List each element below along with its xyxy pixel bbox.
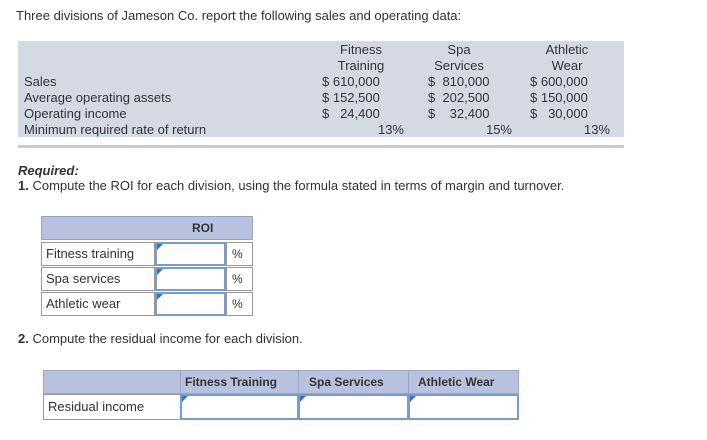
roi-label-fitness: Fitness training <box>41 242 155 266</box>
cell-rate-spa: 15% <box>485 122 512 137</box>
roi-header-label: ROI <box>192 221 214 235</box>
cell-rate-fitness: 13% <box>377 122 404 137</box>
residual-header-fitness: Fitness Training <box>180 370 299 394</box>
header-line: Wear <box>551 58 583 73</box>
cell-sales-spa: $ 810,000 <box>428 74 490 89</box>
roi-header: ROI <box>41 216 253 240</box>
roi-label-athletic: Athletic wear <box>41 292 155 316</box>
header-line: Fitness <box>340 42 382 57</box>
sales-data-table: Fitness Training Spa Services Athletic W… <box>18 41 624 148</box>
column-header-athletic: Athletic Wear <box>522 42 612 74</box>
roi-input-athletic[interactable] <box>155 292 226 316</box>
header-line: Services <box>434 58 484 73</box>
residual-header-spa-label: Spa Services <box>309 375 384 389</box>
table-row: Athletic wear % <box>41 292 253 316</box>
cell-assets-spa: $ 202,500 <box>428 90 490 105</box>
residual-input-spa[interactable] <box>298 394 409 420</box>
residual-header-blank <box>43 370 181 394</box>
residual-header-spa: Spa Services <box>298 370 409 394</box>
question-2-text: Compute the residual income for each div… <box>32 331 303 346</box>
row-label-min-rate: Minimum required rate of return <box>24 122 207 137</box>
residual-input-athletic[interactable] <box>408 394 519 420</box>
question-1-text: Compute the ROI for each division, using… <box>32 178 565 193</box>
residual-header-fitness-label: Fitness Training <box>185 375 278 389</box>
residual-header-athletic: Athletic Wear <box>408 370 519 394</box>
residual-input-fitness[interactable] <box>180 394 299 420</box>
percent-unit: % <box>226 267 253 291</box>
cell-income-athletic: $ 30,000 <box>530 106 588 121</box>
question-1: 1. Compute the ROI for each division, us… <box>18 178 564 193</box>
header-line: Spa <box>447 42 471 57</box>
table-row: Fitness training % <box>41 242 253 266</box>
roi-label-spa: Spa services <box>41 267 155 291</box>
roi-input-fitness[interactable] <box>155 242 226 266</box>
roi-input-spa[interactable] <box>155 267 226 291</box>
column-header-spa: Spa Services <box>414 42 504 74</box>
table-bottom-rule <box>18 145 624 148</box>
cell-rate-athletic: 13% <box>583 122 610 137</box>
question-2: 2. Compute the residual income for each … <box>18 331 303 346</box>
row-label-assets: Average operating assets <box>24 90 172 105</box>
header-line: Training <box>337 58 385 73</box>
intro-text: Three divisions of Jameson Co. report th… <box>16 8 462 23</box>
residual-header-athletic-label: Athletic Wear <box>418 375 495 389</box>
percent-unit: % <box>226 242 253 266</box>
cell-sales-fitness: $ 610,000 <box>322 74 380 89</box>
column-header-fitness: Fitness Training <box>316 42 406 74</box>
row-label-income: Operating income <box>24 106 127 121</box>
row-label-sales: Sales <box>24 74 57 89</box>
cell-assets-athletic: $ 150,000 <box>530 90 588 105</box>
question-1-number: 1. <box>18 178 29 193</box>
cell-income-fitness: $ 24,400 <box>322 106 380 121</box>
cell-assets-fitness: $ 152,500 <box>322 90 380 105</box>
required-heading: Required: <box>18 163 79 178</box>
percent-unit: % <box>226 292 253 316</box>
header-line: Athletic <box>545 42 589 57</box>
table-row: Spa services % <box>41 267 253 291</box>
table-band <box>18 41 624 137</box>
cell-income-spa: $ 32,400 <box>428 106 490 121</box>
cell-sales-athletic: $ 600,000 <box>530 74 588 89</box>
question-2-number: 2. <box>18 331 29 346</box>
residual-row-label: Residual income <box>43 394 181 420</box>
